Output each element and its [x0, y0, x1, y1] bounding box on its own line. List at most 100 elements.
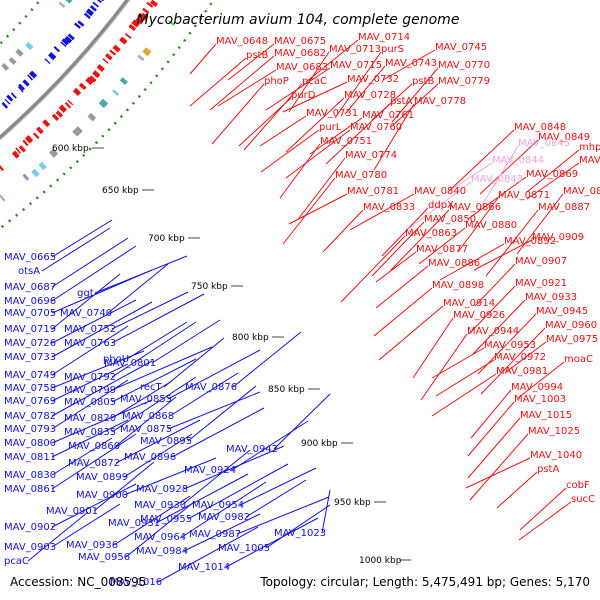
- red-label-connector: [322, 209, 364, 253]
- blue-label-connector: [51, 299, 137, 344]
- forward-gene-label: MAV_0981: [496, 366, 548, 377]
- reverse-gene-label: MAV_0901: [46, 506, 98, 517]
- reverse-gene-label: pcaC: [4, 556, 29, 567]
- blue-label-connector: [167, 391, 261, 430]
- inner-category-bar: [8, 57, 17, 65]
- outer-category-bar: [168, 19, 175, 26]
- reverse-gene-label: MAV_0719: [4, 324, 56, 335]
- forward-gene-arrow: [131, 19, 140, 28]
- reverse-gene-label: MAV_0956: [78, 552, 130, 563]
- forward-gene-label: MAV_1040: [530, 450, 582, 461]
- red-label-connector: [457, 197, 499, 253]
- forward-gene-label: MAV_0732: [347, 74, 399, 85]
- red-label-connector: [505, 341, 547, 373]
- reverse-gene-label: MAV_0931: [108, 518, 160, 529]
- forward-gene-arrow: [142, 7, 150, 14]
- forward-gene-label: MAV_0751: [320, 136, 372, 147]
- reverse-gene-label: MAV_0896: [124, 452, 176, 463]
- reverse-gene-arrow: [17, 86, 24, 93]
- forward-gene-label: MAV_1015: [520, 410, 572, 421]
- blue-label-connector: [236, 496, 330, 535]
- forward-gene-label: purS: [381, 44, 404, 55]
- blue-label-connector: [167, 349, 261, 400]
- outer-category-bar: [0, 194, 6, 202]
- forward-gene-label: ddpX: [428, 200, 454, 211]
- forward-gene-arrow: [109, 49, 117, 56]
- blue-label-connector: [51, 301, 153, 358]
- reverse-gene-label: MAV_0811: [4, 452, 56, 463]
- forward-gene-label: MAV_0972: [494, 352, 546, 363]
- reverse-gene-arrow: [89, 5, 97, 12]
- blue-label-connector: [151, 319, 221, 364]
- reverse-gene-label: MAV_0665: [4, 252, 56, 263]
- forward-gene-label: MAV_0863: [405, 228, 457, 239]
- outer-category-bar: [72, 126, 83, 137]
- blue-label-connector: [51, 245, 137, 302]
- forward-gene-label: MAV_0743: [385, 58, 437, 69]
- outer-category-bar: [137, 54, 145, 61]
- forward-gene-label: MAV_0873: [579, 155, 600, 166]
- reverse-gene-label: MAV_0982: [198, 512, 250, 523]
- blue-label-connector: [111, 321, 197, 378]
- forward-gene-arrow: [96, 64, 105, 72]
- kbp-tick-label: 750 kbp: [191, 282, 228, 292]
- forward-gene-label: MAV_0745: [435, 42, 487, 53]
- outer-category-bar: [31, 168, 40, 178]
- forward-gene-label: pstB: [246, 50, 268, 61]
- genome-backbone: [0, 0, 130, 141]
- reverse-gene-label: MAV_0792: [64, 372, 116, 383]
- reverse-gene-arrow: [67, 33, 75, 41]
- inner-category-bar: [1, 62, 10, 71]
- forward-gene-label: MAV_0945: [536, 306, 588, 317]
- reverse-gene-label: otsA: [18, 266, 40, 277]
- red-label-connector: [420, 333, 468, 401]
- forward-gene-arrow: [128, 23, 137, 32]
- forward-gene-label: MAV_0844: [492, 155, 544, 166]
- reverse-gene-label: MAV_0902: [4, 522, 56, 533]
- blue-label-connector: [115, 396, 177, 447]
- kbp-tick-label: 1000 kbp: [359, 556, 402, 566]
- kbp-tick-label: 900 kbp: [301, 439, 338, 449]
- kbp-tick-label: 600 kbp: [52, 144, 89, 154]
- forward-gene-arrow: [137, 13, 145, 21]
- red-label-connector: [406, 181, 472, 231]
- red-label-connector: [371, 221, 425, 277]
- blue-label-connector: [93, 461, 155, 512]
- blue-label-connector: [111, 358, 197, 403]
- red-label-connector: [238, 97, 292, 147]
- forward-gene-label: MAV_0648: [216, 36, 268, 47]
- reverse-gene-arrow: [4, 98, 11, 105]
- reverse-gene-arrow: [96, 0, 102, 4]
- blue-label-connector: [231, 420, 309, 471]
- blue-label-connector: [51, 360, 153, 417]
- outer-category-bar: [142, 47, 152, 57]
- blue-label-connector: [163, 337, 225, 388]
- reverse-gene-label: MAV_0733: [4, 352, 56, 363]
- red-label-connector: [282, 81, 348, 113]
- reverse-gene-label: MAV_0875: [120, 424, 172, 435]
- blue-label-connector: [107, 263, 169, 314]
- reverse-gene-label: MAV_0903: [4, 542, 56, 553]
- reverse-gene-label: MAV_0855: [120, 394, 172, 405]
- kbp-tick-marks: 600 kbp 650 kbp 700 kbp 750 kbp 800 kbp 850 k…: [52, 144, 411, 566]
- red-label-connector: [526, 149, 580, 193]
- forward-gene-label: MAV_0774: [345, 150, 397, 161]
- red-label-connector: [375, 251, 417, 283]
- forward-gene-label: MAV_0714: [358, 32, 410, 43]
- forward-gene-arrow: [150, 0, 159, 7]
- forward-gene-arrow: [18, 145, 26, 153]
- red-label-connector: [467, 176, 527, 220]
- forward-gene-label: MAV_0926: [453, 310, 505, 321]
- forward-gene-arrow: [135, 17, 144, 25]
- reverse-gene-label: MAV_0799: [64, 385, 116, 396]
- forward-gene-label: pcaC: [302, 76, 327, 87]
- kbp-tick-label: 800 kbp: [232, 333, 269, 343]
- red-label-connector: [211, 83, 265, 145]
- red-label-connector: [470, 389, 512, 439]
- forward-gene-label: MAV_0921: [515, 278, 567, 289]
- forward-gene-arrow: [124, 33, 132, 39]
- blue-label-connector: [111, 346, 213, 391]
- red-label-connector: [259, 115, 307, 147]
- label-connector-lines: [27, 39, 580, 583]
